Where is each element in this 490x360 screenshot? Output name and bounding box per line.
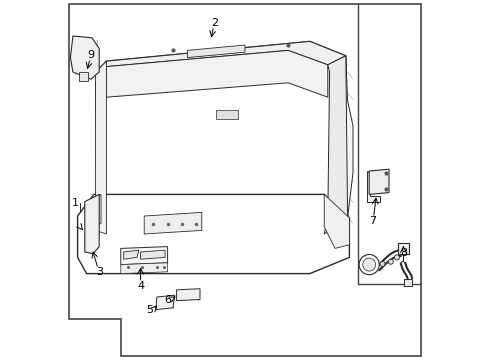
Polygon shape [79,72,88,81]
Circle shape [388,259,393,264]
Polygon shape [96,41,347,252]
Polygon shape [106,50,328,97]
Circle shape [359,255,379,275]
Polygon shape [144,212,202,234]
Polygon shape [71,36,99,79]
Circle shape [394,255,399,260]
Text: 2: 2 [211,18,218,28]
Polygon shape [404,279,413,286]
Text: 9: 9 [87,50,95,60]
Polygon shape [121,247,168,265]
Text: 8: 8 [400,248,407,258]
Polygon shape [85,194,99,254]
Polygon shape [324,194,349,248]
Polygon shape [121,263,168,274]
Polygon shape [187,45,245,58]
Text: 4: 4 [137,281,144,291]
Polygon shape [123,250,139,259]
Polygon shape [77,194,349,274]
Polygon shape [176,289,200,301]
Polygon shape [96,61,106,234]
Polygon shape [330,56,353,220]
Text: 3: 3 [96,267,103,277]
Polygon shape [141,250,165,259]
Circle shape [380,261,385,266]
Circle shape [363,258,376,271]
Polygon shape [369,169,389,194]
Text: 5: 5 [146,305,153,315]
Text: 6: 6 [164,294,171,305]
Text: 7: 7 [369,216,376,226]
Polygon shape [216,110,238,119]
Polygon shape [368,171,380,202]
Polygon shape [324,56,347,234]
Text: 1: 1 [72,198,78,208]
Polygon shape [156,295,175,310]
Polygon shape [87,194,101,230]
Polygon shape [398,243,409,254]
Polygon shape [106,41,346,67]
